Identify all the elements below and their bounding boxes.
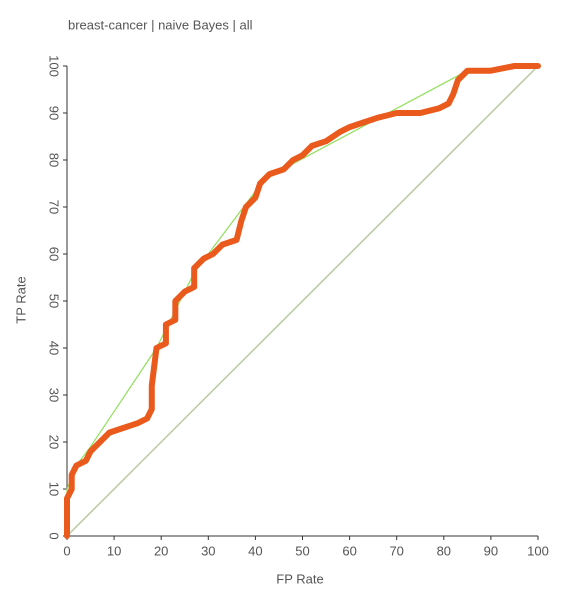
y-tick-label: 100 (47, 55, 62, 77)
y-tick-label: 30 (47, 388, 62, 402)
y-tick-label: 80 (47, 153, 62, 167)
chart-title: breast-cancer | naive Bayes | all (68, 17, 253, 32)
y-tick-label: 40 (47, 341, 62, 355)
x-tick-label: 30 (201, 543, 215, 558)
x-tick-label: 50 (295, 543, 309, 558)
x-tick-label: 60 (342, 543, 356, 558)
roc-line (66, 65, 539, 537)
x-axis-label: FP Rate (276, 571, 323, 586)
x-tick-label: 90 (484, 543, 498, 558)
y-tick-label: 10 (47, 482, 62, 496)
y-tick-label: 50 (47, 294, 62, 308)
x-tick-label: 80 (437, 543, 451, 558)
y-tick-label: 60 (47, 247, 62, 261)
x-tick-label: 70 (389, 543, 403, 558)
y-tick-label: 0 (47, 532, 62, 539)
x-tick-label: 0 (63, 543, 70, 558)
x-tick-label: 40 (248, 543, 262, 558)
x-tick-label: 100 (527, 543, 549, 558)
y-tick-label: 90 (47, 106, 62, 120)
y-tick-label: 70 (47, 200, 62, 214)
y-axis-label: TP Rate (13, 276, 28, 323)
x-tick-label: 20 (154, 543, 168, 558)
y-tick-label: 20 (47, 435, 62, 449)
x-tick-label: 10 (107, 543, 121, 558)
roc-line (64, 63, 541, 539)
